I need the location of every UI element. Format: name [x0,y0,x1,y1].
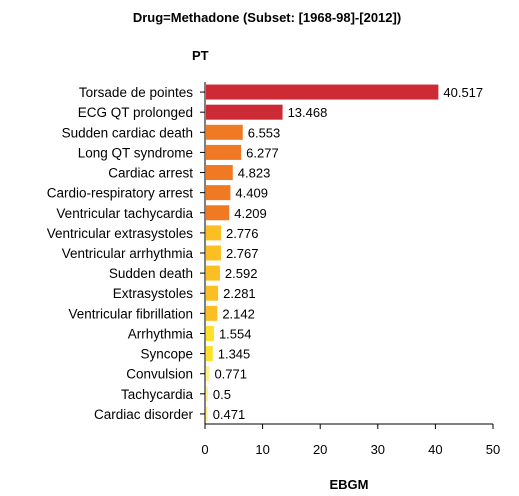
category-label: Cardiac disorder [94,407,194,422]
category-label: Ventricular arrhythmia [62,246,194,261]
value-label: 0.771 [214,367,247,382]
bar [206,386,208,402]
category-label: Syncope [140,347,193,362]
category-label: Ventricular fibrillation [68,306,193,321]
bar [206,225,221,241]
category-label: Ventricular tachycardia [56,206,193,221]
value-label: 2.776 [226,226,259,241]
category-label: Sudden death [109,266,193,281]
category-label: Long QT syndrome [78,145,193,160]
plot-area: 0 10 20 30 40 50 Torsade de pointes 40.517 ECG Q… [47,82,500,457]
x-tick-label: 40 [428,442,442,457]
bar [206,406,208,422]
value-label: 2.767 [226,246,259,261]
category-label: Cardiac arrest [108,166,193,181]
bar [206,265,220,281]
bar [206,84,439,100]
value-label: 4.409 [235,186,268,201]
x-tick-label: 30 [371,442,385,457]
bar [206,104,283,120]
category-label: Cardio-respiratory arrest [47,186,194,201]
value-label: 6.277 [246,145,279,160]
bar [206,305,218,321]
bar [206,165,233,181]
x-tick-label: 20 [313,442,327,457]
bar [206,144,242,160]
category-label: Extrasystoles [113,286,194,301]
category-label: Torsade de pointes [79,85,193,100]
value-label: 6.553 [248,125,281,140]
x-tick-label: 0 [201,442,208,457]
value-label: 1.554 [219,326,252,341]
value-label: 4.209 [234,206,267,221]
bar [206,285,219,301]
value-label: 4.823 [238,166,271,181]
bar [206,124,243,140]
bar [206,185,231,201]
y-axis-label: PT [192,48,209,63]
value-label: 2.281 [223,286,256,301]
bar [206,366,210,382]
category-label: Ventricular extrasystoles [47,226,194,241]
category-label: ECG QT prolonged [78,105,193,120]
bar [206,325,214,341]
x-tick-label: 50 [486,442,500,457]
value-label: 40.517 [443,85,483,100]
x-axis-label: EBGM [330,477,369,492]
chart-title: Drug=Methadone (Subset: [1968-98]-[2012]… [133,10,401,25]
value-label: 13.468 [288,105,328,120]
value-label: 0.5 [213,387,231,402]
value-label: 1.345 [218,347,251,362]
x-tick-label: 10 [255,442,269,457]
category-label: Arrhythmia [128,326,194,341]
category-label: Convulsion [126,367,193,382]
value-label: 2.142 [222,306,255,321]
value-label: 2.592 [225,266,258,281]
value-label: 0.471 [213,407,246,422]
category-label: Sudden cardiac death [62,125,193,140]
bar [206,205,230,221]
bar [206,245,221,261]
bar [206,346,213,362]
category-label: Tachycardia [121,387,194,402]
